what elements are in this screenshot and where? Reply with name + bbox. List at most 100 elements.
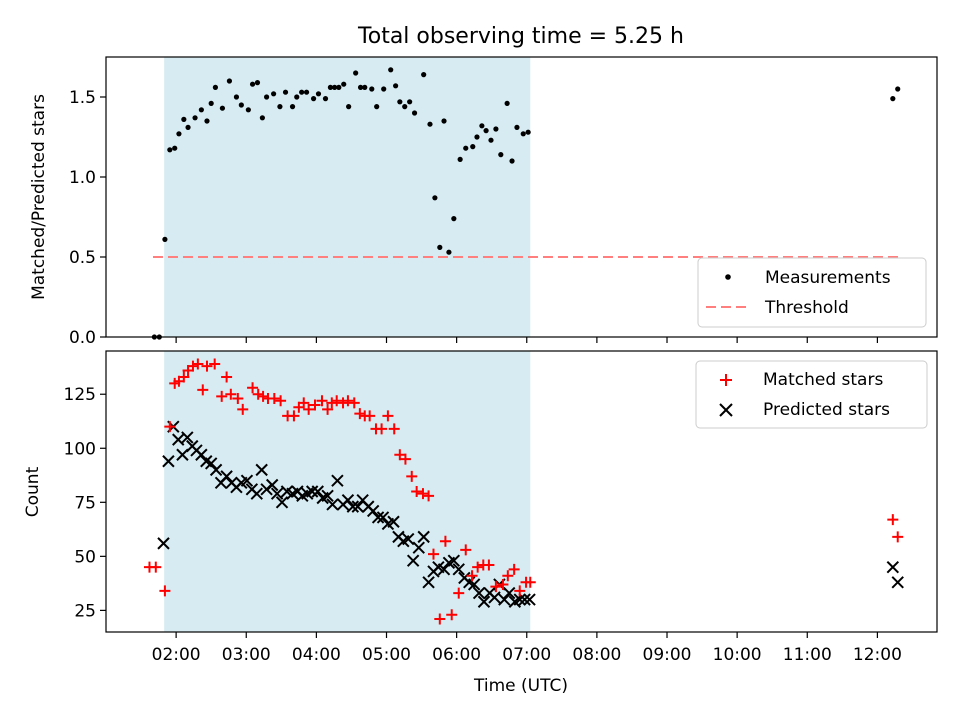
y-tick-label: 0.5 (69, 248, 96, 268)
predicted-star-point (162, 455, 175, 468)
x-tick-label: 11:00 (783, 645, 832, 665)
predicted-star-point (402, 532, 415, 546)
measurement-point (895, 86, 901, 92)
measurement-point (294, 94, 300, 100)
predicted-star-point (513, 593, 526, 606)
matched-star-point (434, 613, 446, 625)
measurement-point (463, 145, 469, 151)
matched-star-point (483, 559, 495, 571)
predicted-star-point (891, 576, 904, 589)
matched-stars-series (143, 358, 904, 625)
predicted-star-point (886, 560, 900, 574)
measurement-point (263, 94, 270, 100)
predicted-star-point (255, 463, 268, 477)
matched-star-point (887, 514, 899, 526)
matched-star-point (423, 490, 435, 502)
measurement-point (488, 137, 494, 143)
x-tick-label: 07:00 (502, 645, 551, 665)
measurement-point (245, 107, 251, 113)
measurement-point (432, 195, 438, 201)
measurement-point (388, 67, 394, 73)
matched-star-point (225, 388, 237, 400)
matched-star-point (354, 408, 366, 420)
measurement-point (493, 126, 499, 132)
count-panel: 25 50 75 100 125 02:00 03:00 04:00 05:00 06:00 07… (23, 350, 938, 696)
matched-star-point (394, 449, 406, 461)
matched-star-point (427, 548, 439, 560)
predicted-star-point (472, 586, 486, 600)
measurements-series (151, 67, 901, 340)
predicted-star-point (250, 487, 263, 500)
measurement-point (346, 104, 352, 110)
matched-star-point (316, 395, 328, 407)
y-tick-label: 125 (64, 385, 96, 405)
measurement-point (474, 134, 480, 140)
predicted-star-point (417, 530, 430, 544)
predicted-star-point (220, 470, 233, 483)
legend-measurements-marker (725, 274, 731, 280)
matched-star-point (288, 410, 300, 422)
measurement-point (514, 124, 520, 130)
x-tick-label: 06:00 (432, 645, 481, 665)
measurement-point (327, 84, 334, 90)
predicted-star-point (305, 485, 319, 498)
predicted-star-point (331, 474, 344, 487)
predicted-star-point (488, 591, 501, 604)
matched-star-point (439, 535, 451, 547)
measurement-point (271, 91, 277, 97)
matched-star-point (514, 585, 526, 597)
predicted-star-point (452, 563, 465, 576)
predicted-star-point (209, 463, 223, 477)
measurement-point (289, 104, 296, 110)
predicted-star-point (503, 586, 516, 600)
measurement-point (249, 81, 256, 87)
count-x-axis-ticks: 02:00 03:00 04:00 05:00 06:00 07:00 08:00 09:00… (152, 632, 902, 665)
measurement-point (362, 84, 368, 90)
matched-star-point (460, 544, 472, 556)
x-tick-label: 09:00 (643, 645, 692, 665)
predicted-star-point (346, 500, 360, 513)
matched-star-point (342, 395, 354, 407)
measurement-point (504, 100, 510, 106)
matched-star-point (348, 397, 360, 409)
predicted-star-point (437, 563, 451, 576)
predicted-star-point (412, 541, 425, 554)
predicted-star-point (181, 431, 194, 444)
predicted-star-point (326, 498, 339, 511)
measurement-point (322, 96, 329, 102)
measurement-point (204, 118, 210, 124)
predicted-star-point (406, 554, 420, 567)
matched-star-point (322, 403, 334, 415)
matched-star-point (892, 531, 904, 543)
measurement-point (212, 84, 218, 90)
matched-star-point (337, 397, 349, 409)
matched-star-point (232, 393, 244, 405)
x-tick-label: 03:00 (222, 645, 271, 665)
ratio-y-axis-ticks: 0.0 0.5 1.0 1.5 (69, 88, 106, 348)
matched-star-point (187, 360, 199, 372)
count-y-axis-ticks: 25 50 75 100 125 (64, 385, 106, 621)
y-tick-label: 1.0 (69, 168, 96, 188)
measurement-point (181, 116, 187, 122)
measurement-point (303, 89, 310, 95)
measurement-point (341, 81, 347, 87)
measurement-point (185, 124, 191, 130)
measurement-point (176, 131, 182, 137)
predicted-star-point (387, 515, 400, 528)
predicted-star-point (321, 489, 334, 503)
measurement-point (407, 99, 413, 105)
measurement-point (483, 128, 489, 134)
predicted-star-point (498, 593, 511, 606)
measurement-point (421, 72, 427, 78)
predicted-star-point (376, 511, 390, 524)
matched-star-point (247, 382, 259, 394)
y-tick-label: 50 (74, 547, 96, 567)
matched-star-point (192, 358, 204, 370)
predicted-star-point (341, 493, 355, 507)
measurement-point (259, 115, 265, 121)
predicted-star-point (240, 474, 254, 487)
matched-star-point (446, 609, 458, 621)
predicted-star-point (311, 485, 324, 498)
matched-star-point (164, 421, 176, 433)
